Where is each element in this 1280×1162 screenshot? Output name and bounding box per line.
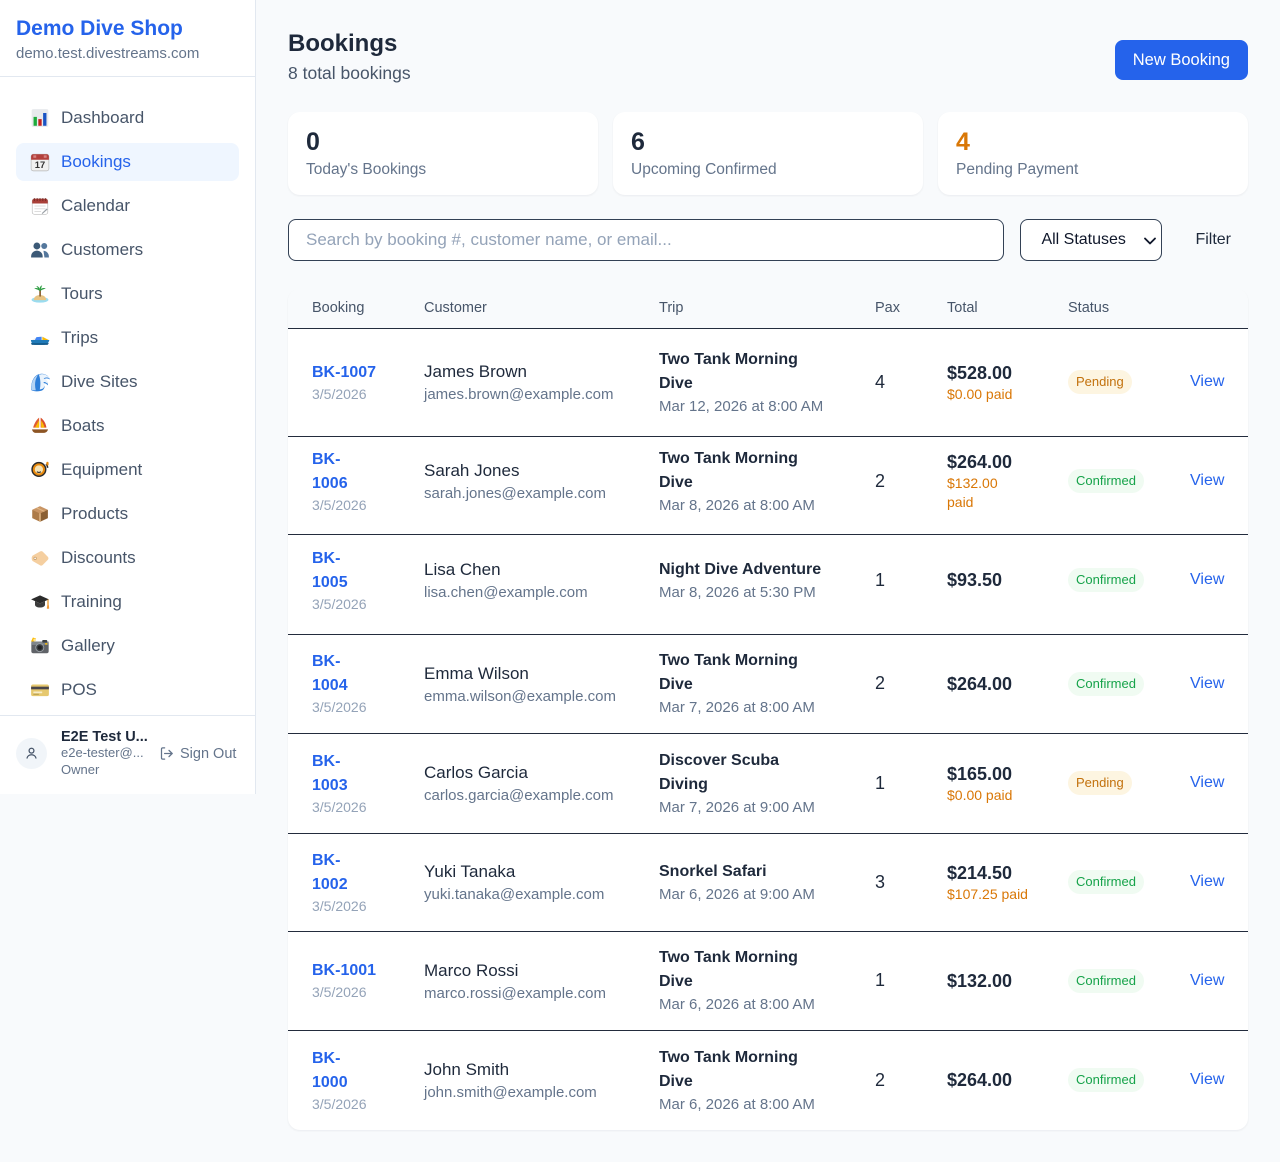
svg-text:17: 17 (35, 160, 45, 170)
